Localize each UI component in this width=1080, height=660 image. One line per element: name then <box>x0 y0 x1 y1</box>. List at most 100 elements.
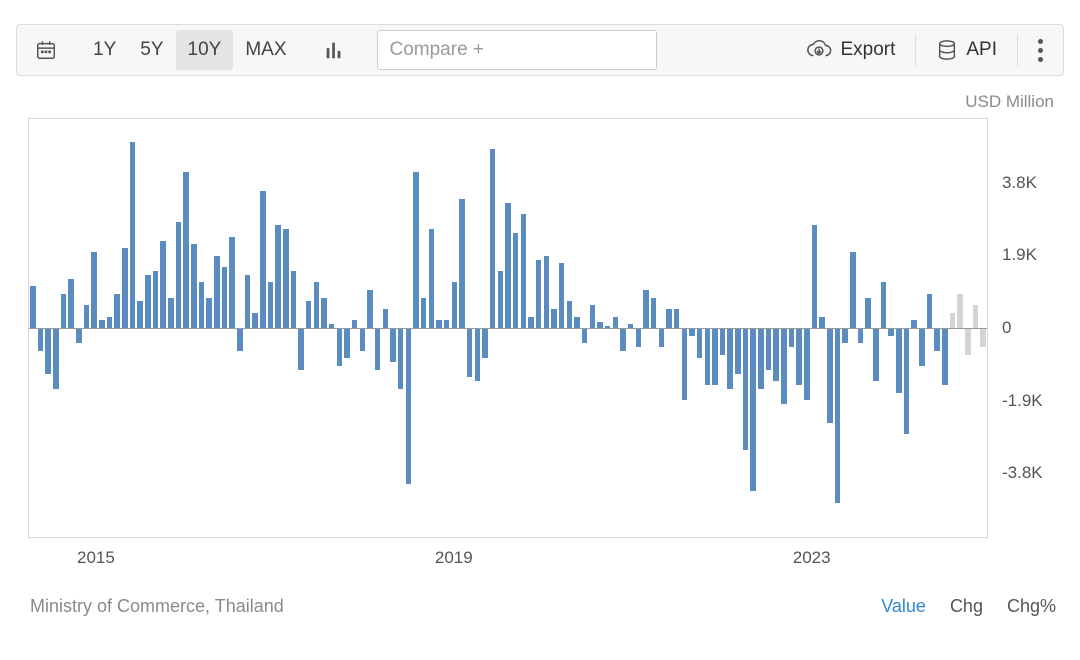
range-button-10y[interactable]: 10Y <box>176 30 234 70</box>
bar <box>789 328 795 347</box>
bar <box>260 191 266 328</box>
bar <box>674 309 680 328</box>
x-tick: 2019 <box>435 548 473 568</box>
bar <box>682 328 688 400</box>
bar <box>521 214 527 328</box>
bar <box>183 172 189 328</box>
chart-type-icon[interactable] <box>313 30 355 70</box>
bar <box>291 271 297 328</box>
bar <box>567 301 573 328</box>
bar <box>91 252 97 328</box>
bar <box>705 328 711 385</box>
bar <box>582 328 588 343</box>
bar <box>651 298 657 328</box>
bar <box>551 309 557 328</box>
bar <box>482 328 488 358</box>
bar <box>804 328 810 400</box>
bar-forecast <box>957 294 963 328</box>
bar <box>773 328 779 381</box>
plot-area <box>28 118 988 538</box>
database-icon <box>936 39 958 61</box>
view-toggle-value[interactable]: Value <box>881 596 926 617</box>
bar-forecast <box>965 328 971 355</box>
bar <box>321 298 327 328</box>
bar <box>360 328 366 351</box>
bar <box>406 328 412 484</box>
bar <box>659 328 665 347</box>
toolbar-divider <box>915 34 916 66</box>
bar <box>30 286 36 328</box>
bar <box>275 225 281 328</box>
bar <box>819 317 825 328</box>
bar <box>122 248 128 328</box>
range-button-max[interactable]: MAX <box>233 30 298 70</box>
bar-forecast <box>973 305 979 328</box>
y-tick: 3.8K <box>1002 173 1037 193</box>
bar <box>337 328 343 366</box>
compare-input-wrap <box>377 30 657 70</box>
y-tick: 0 <box>1002 318 1011 338</box>
view-toggle-chgpct[interactable]: Chg% <box>1007 596 1056 617</box>
bar <box>283 229 289 328</box>
bar <box>352 320 358 328</box>
bar <box>743 328 749 450</box>
bar <box>712 328 718 385</box>
bar <box>467 328 473 377</box>
bar <box>812 225 818 328</box>
bar-forecast <box>980 328 986 347</box>
bar <box>727 328 733 389</box>
bar <box>490 149 496 328</box>
bar <box>107 317 113 328</box>
bar <box>390 328 396 362</box>
bar <box>38 328 44 351</box>
bar <box>735 328 741 374</box>
bar <box>544 256 550 328</box>
bar <box>536 260 542 328</box>
api-button[interactable]: API <box>924 30 1009 70</box>
x-tick: 2015 <box>77 548 115 568</box>
bar <box>429 229 435 328</box>
bar <box>214 256 220 328</box>
bar <box>314 282 320 328</box>
bar <box>298 328 304 370</box>
view-toggle-chg[interactable]: Chg <box>950 596 983 617</box>
bar <box>153 271 159 328</box>
toolbar-divider <box>1017 34 1018 66</box>
bar <box>229 237 235 328</box>
footer: Ministry of Commerce, Thailand ValueChgC… <box>16 596 1064 617</box>
compare-input[interactable] <box>377 30 657 70</box>
bar <box>942 328 948 385</box>
y-axis: 3.8K1.9K0-1.9K-3.8K <box>992 118 1064 538</box>
bar <box>720 328 726 355</box>
bar <box>750 328 756 491</box>
calendar-icon[interactable] <box>25 30 67 70</box>
bar-forecast <box>950 313 956 328</box>
export-button[interactable]: Export <box>794 30 907 70</box>
bar <box>858 328 864 343</box>
bar <box>344 328 350 358</box>
range-button-5y[interactable]: 5Y <box>128 30 175 70</box>
bar <box>421 298 427 328</box>
bar <box>528 317 534 328</box>
bar <box>252 313 258 328</box>
bar <box>758 328 764 389</box>
bar <box>398 328 404 389</box>
bar <box>919 328 925 366</box>
bar <box>505 203 511 328</box>
bar <box>268 282 274 328</box>
bar <box>643 290 649 328</box>
bar <box>245 275 251 328</box>
more-menu-icon[interactable] <box>1026 39 1055 62</box>
y-tick: -1.9K <box>1002 391 1043 411</box>
bar <box>666 309 672 328</box>
range-button-1y[interactable]: 1Y <box>81 30 128 70</box>
bar <box>934 328 940 351</box>
bar <box>61 294 67 328</box>
bar <box>145 275 151 328</box>
bar <box>84 305 90 328</box>
bar <box>413 172 419 328</box>
y-tick: -3.8K <box>1002 463 1043 483</box>
bar <box>620 328 626 351</box>
bar <box>306 301 312 328</box>
bar <box>191 244 197 328</box>
